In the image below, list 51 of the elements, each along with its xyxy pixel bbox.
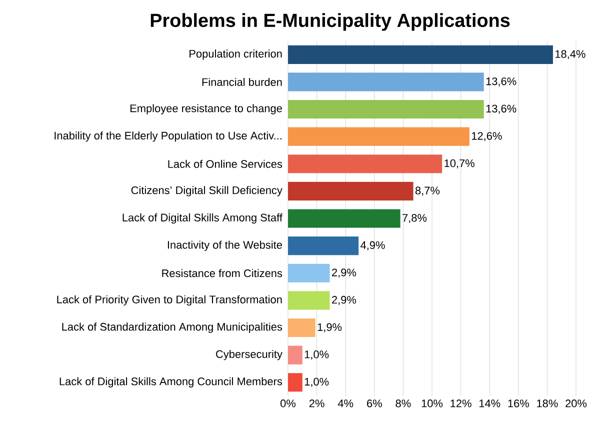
x-tick-label: 20%: [566, 400, 587, 408]
y-tick-label: Employee resistance to change: [130, 104, 282, 114]
x-tick-label: 0%: [280, 400, 296, 408]
y-tick-label: Inactivity of the Website: [168, 240, 282, 251]
x-tick-label: 10%: [422, 400, 443, 408]
x-tick-label: 2%: [309, 400, 324, 408]
data-label: 2,9%: [332, 296, 356, 305]
data-label: 4,9%: [360, 241, 385, 250]
bar: [288, 127, 470, 146]
data-label: 1,0%: [304, 378, 329, 387]
y-tick-label: Lack of Online Services: [168, 160, 282, 168]
data-label: 13,6%: [486, 104, 516, 114]
y-tick-label: Lack of Standardization Among Municipalities: [62, 322, 282, 333]
bar: [288, 100, 484, 119]
y-tick-label: Population criterion: [190, 50, 282, 60]
data-label: 10,7%: [444, 159, 474, 168]
x-tick-label: 18%: [537, 400, 558, 408]
bar: [288, 291, 330, 310]
bar: [288, 318, 316, 338]
y-tick-label: Resistance from Citizens: [162, 269, 282, 278]
data-label: 2,9%: [332, 268, 356, 278]
bar: [288, 264, 330, 282]
x-tick-label: 4%: [338, 400, 354, 408]
x-tick-label: 6%: [367, 400, 382, 408]
data-label: 8,7%: [415, 186, 440, 196]
x-tick-label: 12%: [450, 400, 472, 408]
data-label: 12,6%: [472, 132, 502, 142]
x-tick-label: 16%: [508, 400, 529, 408]
data-label: 1,9%: [318, 323, 342, 332]
y-tick-label: Citizens’ Digital Skill Deficiency: [131, 186, 282, 196]
bar: [288, 236, 359, 256]
data-label: 1,0%: [304, 350, 329, 360]
data-label: 7,8%: [402, 214, 427, 224]
bar: [288, 346, 302, 364]
y-tick-label: Lack of Priority Given to Digital Transformation: [57, 295, 282, 306]
bar: [288, 45, 553, 64]
bar: [288, 154, 442, 174]
x-tick-label: 14%: [479, 400, 500, 408]
y-tick-label: Cybersecurity: [216, 350, 282, 360]
bar: [288, 182, 414, 200]
y-tick-label: Lack of Digital Skills Among Council Members: [60, 377, 282, 388]
y-tick-label: Financial burden: [202, 78, 282, 86]
y-tick-label: Inability of the Elderly Population to Use Activ...: [54, 131, 282, 142]
bar: [288, 209, 400, 228]
y-tick-label: Lack of Digital Skills Among Staff: [122, 213, 282, 224]
bar: [288, 373, 302, 392]
chart-title: Problems in E-Municipality Applications: [150, 13, 510, 31]
data-label: 13,6%: [486, 77, 516, 86]
x-tick-label: 8%: [396, 400, 411, 408]
data-label: 18,4%: [555, 50, 586, 60]
bar: [288, 72, 484, 92]
